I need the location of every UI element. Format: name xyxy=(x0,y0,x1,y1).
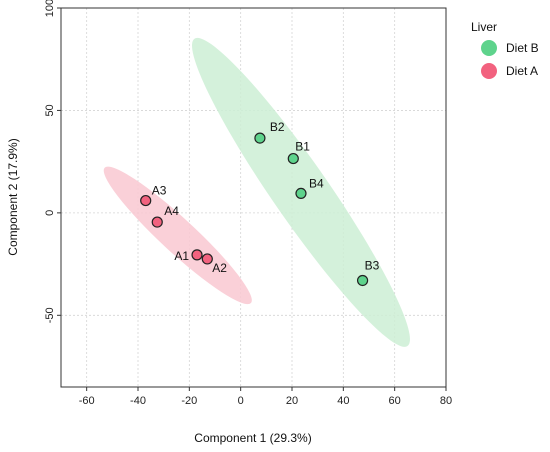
point-label-a3: A3 xyxy=(152,184,167,198)
point-label-b2: B2 xyxy=(270,120,285,134)
y-tick-label: 0 xyxy=(44,210,56,216)
plot-frame xyxy=(60,7,447,388)
x-tick-label: 60 xyxy=(389,395,401,407)
legend-label-diet-b: Diet B xyxy=(506,41,539,55)
legend-marker-diet-a xyxy=(481,63,497,79)
point-a2 xyxy=(201,253,213,265)
x-tick-label: 20 xyxy=(286,395,298,407)
legend-marker-diet-b xyxy=(481,40,497,56)
point-b1 xyxy=(287,152,299,165)
x-axis-title: Component 1 (29.3%) xyxy=(194,431,311,445)
point-label-a2: A2 xyxy=(212,261,227,275)
point-label-b3: B3 xyxy=(365,258,380,272)
x-tick-label: -60 xyxy=(79,395,95,407)
point-a1 xyxy=(191,249,203,261)
point-b2 xyxy=(254,132,266,144)
point-b4 xyxy=(295,187,307,200)
x-tick-label: -20 xyxy=(181,395,197,407)
x-tick-label: 40 xyxy=(337,395,349,407)
y-axis-title: Component 2 (17.9%) xyxy=(6,138,20,255)
y-tick-label: -50 xyxy=(44,307,56,323)
legend-title: Liver xyxy=(471,20,497,34)
x-axis: -60 -40 -20 0 20 40 60 80 xyxy=(79,387,452,407)
point-labels: B1 B2 B3 B4 A1 A2 A3 A4 xyxy=(152,120,380,275)
data-points xyxy=(140,132,369,287)
x-tick-label: -40 xyxy=(130,395,146,407)
point-label-b4: B4 xyxy=(309,176,324,190)
y-axis: -50 0 50 100 xyxy=(44,0,61,323)
point-label-a4: A4 xyxy=(164,204,179,218)
y-tick-label: 50 xyxy=(44,104,56,116)
y-tick-label: 100 xyxy=(44,0,56,17)
point-a3 xyxy=(140,194,152,207)
x-tick-label: 0 xyxy=(238,395,244,407)
x-tick-label: 80 xyxy=(440,395,452,407)
legend-label-diet-a: Diet A xyxy=(506,64,538,78)
legend: Liver Diet B Diet A xyxy=(471,20,539,79)
point-a4 xyxy=(151,216,163,228)
point-label-b1: B1 xyxy=(295,140,310,154)
point-b3 xyxy=(356,274,369,287)
point-label-a1: A1 xyxy=(174,249,189,263)
